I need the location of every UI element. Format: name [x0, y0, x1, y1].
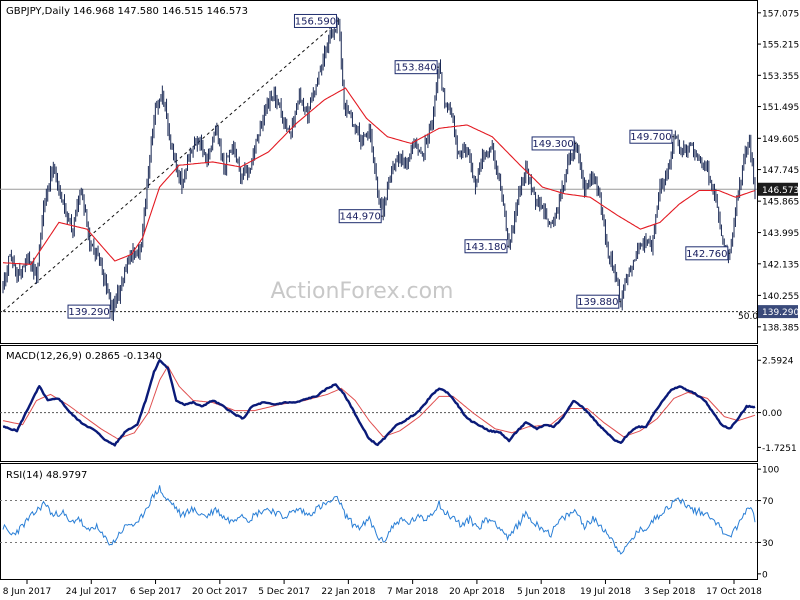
- price-label: 144.970: [340, 212, 381, 223]
- price-label: 139.290: [68, 307, 109, 318]
- rsi-panel: [0, 463, 758, 580]
- price-label-box: [293, 13, 337, 28]
- price-y-tick: 151.495: [762, 103, 799, 113]
- price-label: 149.300: [532, 139, 573, 150]
- trendline: [2, 20, 339, 312]
- price-label-box: [394, 60, 438, 75]
- level-50-label: 50.0: [738, 312, 758, 322]
- x-tick-label: 22 Jan 2018: [321, 587, 375, 597]
- price-label-box: [629, 129, 673, 144]
- rsi-line: [2, 485, 756, 555]
- macd-signal-line: [2, 365, 756, 440]
- rsi-y-tick: 70: [762, 497, 774, 507]
- macd-line: [2, 359, 756, 447]
- price-label: 156.590: [295, 16, 336, 27]
- reference-price-tag: 139.290: [762, 308, 799, 318]
- price-y-tick: 140.255: [762, 292, 799, 302]
- price-labels-group: 156.590 153.840 149.300 149.700 144.970 143.1…: [67, 13, 730, 319]
- price-label-box: [685, 246, 729, 261]
- watermark: ActionForex.com: [271, 279, 454, 304]
- price-label-box: [338, 209, 382, 224]
- moving-average-line: [2, 87, 756, 265]
- price-label: 143.180: [465, 242, 506, 253]
- rsi-y-tick: 100: [762, 466, 779, 476]
- x-tick-label: 20 Apr 2018: [449, 587, 505, 597]
- price-panel: [0, 0, 758, 344]
- price-label: 149.700: [630, 132, 671, 143]
- axes-group: 157.075 155.215 153.355 151.495 149.605 147.7…: [3, 9, 800, 597]
- price-y-tick: 155.215: [762, 41, 799, 51]
- rsi-group: [0, 485, 757, 555]
- x-tick-label: 19 Jul 2018: [580, 587, 631, 597]
- price-label-box: [576, 294, 620, 309]
- price-y-tick: 157.075: [762, 9, 799, 19]
- macd-y-tick: 0.00: [762, 409, 782, 419]
- price-y-tick: 147.745: [762, 166, 799, 176]
- price-y-tick: 138.385: [762, 323, 799, 333]
- price-bars-group: [2, 16, 756, 322]
- price-label: 142.760: [686, 249, 727, 260]
- moving-average-group: [2, 87, 756, 265]
- x-tick-label: 6 Sep 2017: [130, 587, 181, 597]
- price-y-tick: 149.605: [762, 135, 799, 145]
- price-label-box: [67, 304, 111, 319]
- price-label: 139.880: [577, 297, 618, 308]
- price-label: 153.840: [395, 63, 436, 74]
- macd-y-tick: -1.7251: [762, 444, 797, 454]
- x-tick-label: 5 Jun 2018: [517, 587, 566, 597]
- price-y-tick: 143.995: [762, 229, 799, 239]
- current-price-tag: 146.573: [762, 186, 799, 196]
- price-y-tick: 142.135: [762, 260, 799, 270]
- x-tick-label: 20 Oct 2017: [192, 587, 248, 597]
- current-price-tag-box: [758, 182, 798, 196]
- price-y-tick: 145.865: [762, 198, 799, 208]
- x-tick-label: 24 Jul 2017: [66, 587, 117, 597]
- macd-title: MACD(12,26,9) 0.2865 -0.1340: [6, 351, 162, 362]
- rsi-y-tick: 0: [762, 570, 768, 580]
- price-y-tick: 153.355: [762, 72, 799, 82]
- chart-symbol: GBPJPY,Daily: [6, 6, 70, 17]
- x-tick-label: 7 Mar 2018: [387, 587, 439, 597]
- price-label-box: [464, 239, 508, 254]
- macd-group: [0, 359, 757, 447]
- x-tick-label: 3 Sep 2018: [644, 587, 696, 597]
- x-tick-label: 5 Dec 2017: [258, 587, 310, 597]
- reference-price-tag-box: [758, 305, 798, 319]
- trendline-group: [2, 20, 339, 312]
- x-tick-label: 8 Jun 2017: [3, 587, 51, 597]
- price-label-box: [531, 136, 575, 151]
- x-tick-label: 17 Oct 2018: [706, 587, 762, 597]
- macd-y-tick: 2.5924: [762, 357, 794, 367]
- rsi-title: RSI(14) 48.9797: [6, 470, 87, 481]
- rsi-y-tick: 30: [762, 539, 774, 549]
- chart-ohlc: 146.968 147.580 146.515 146.573: [73, 6, 248, 17]
